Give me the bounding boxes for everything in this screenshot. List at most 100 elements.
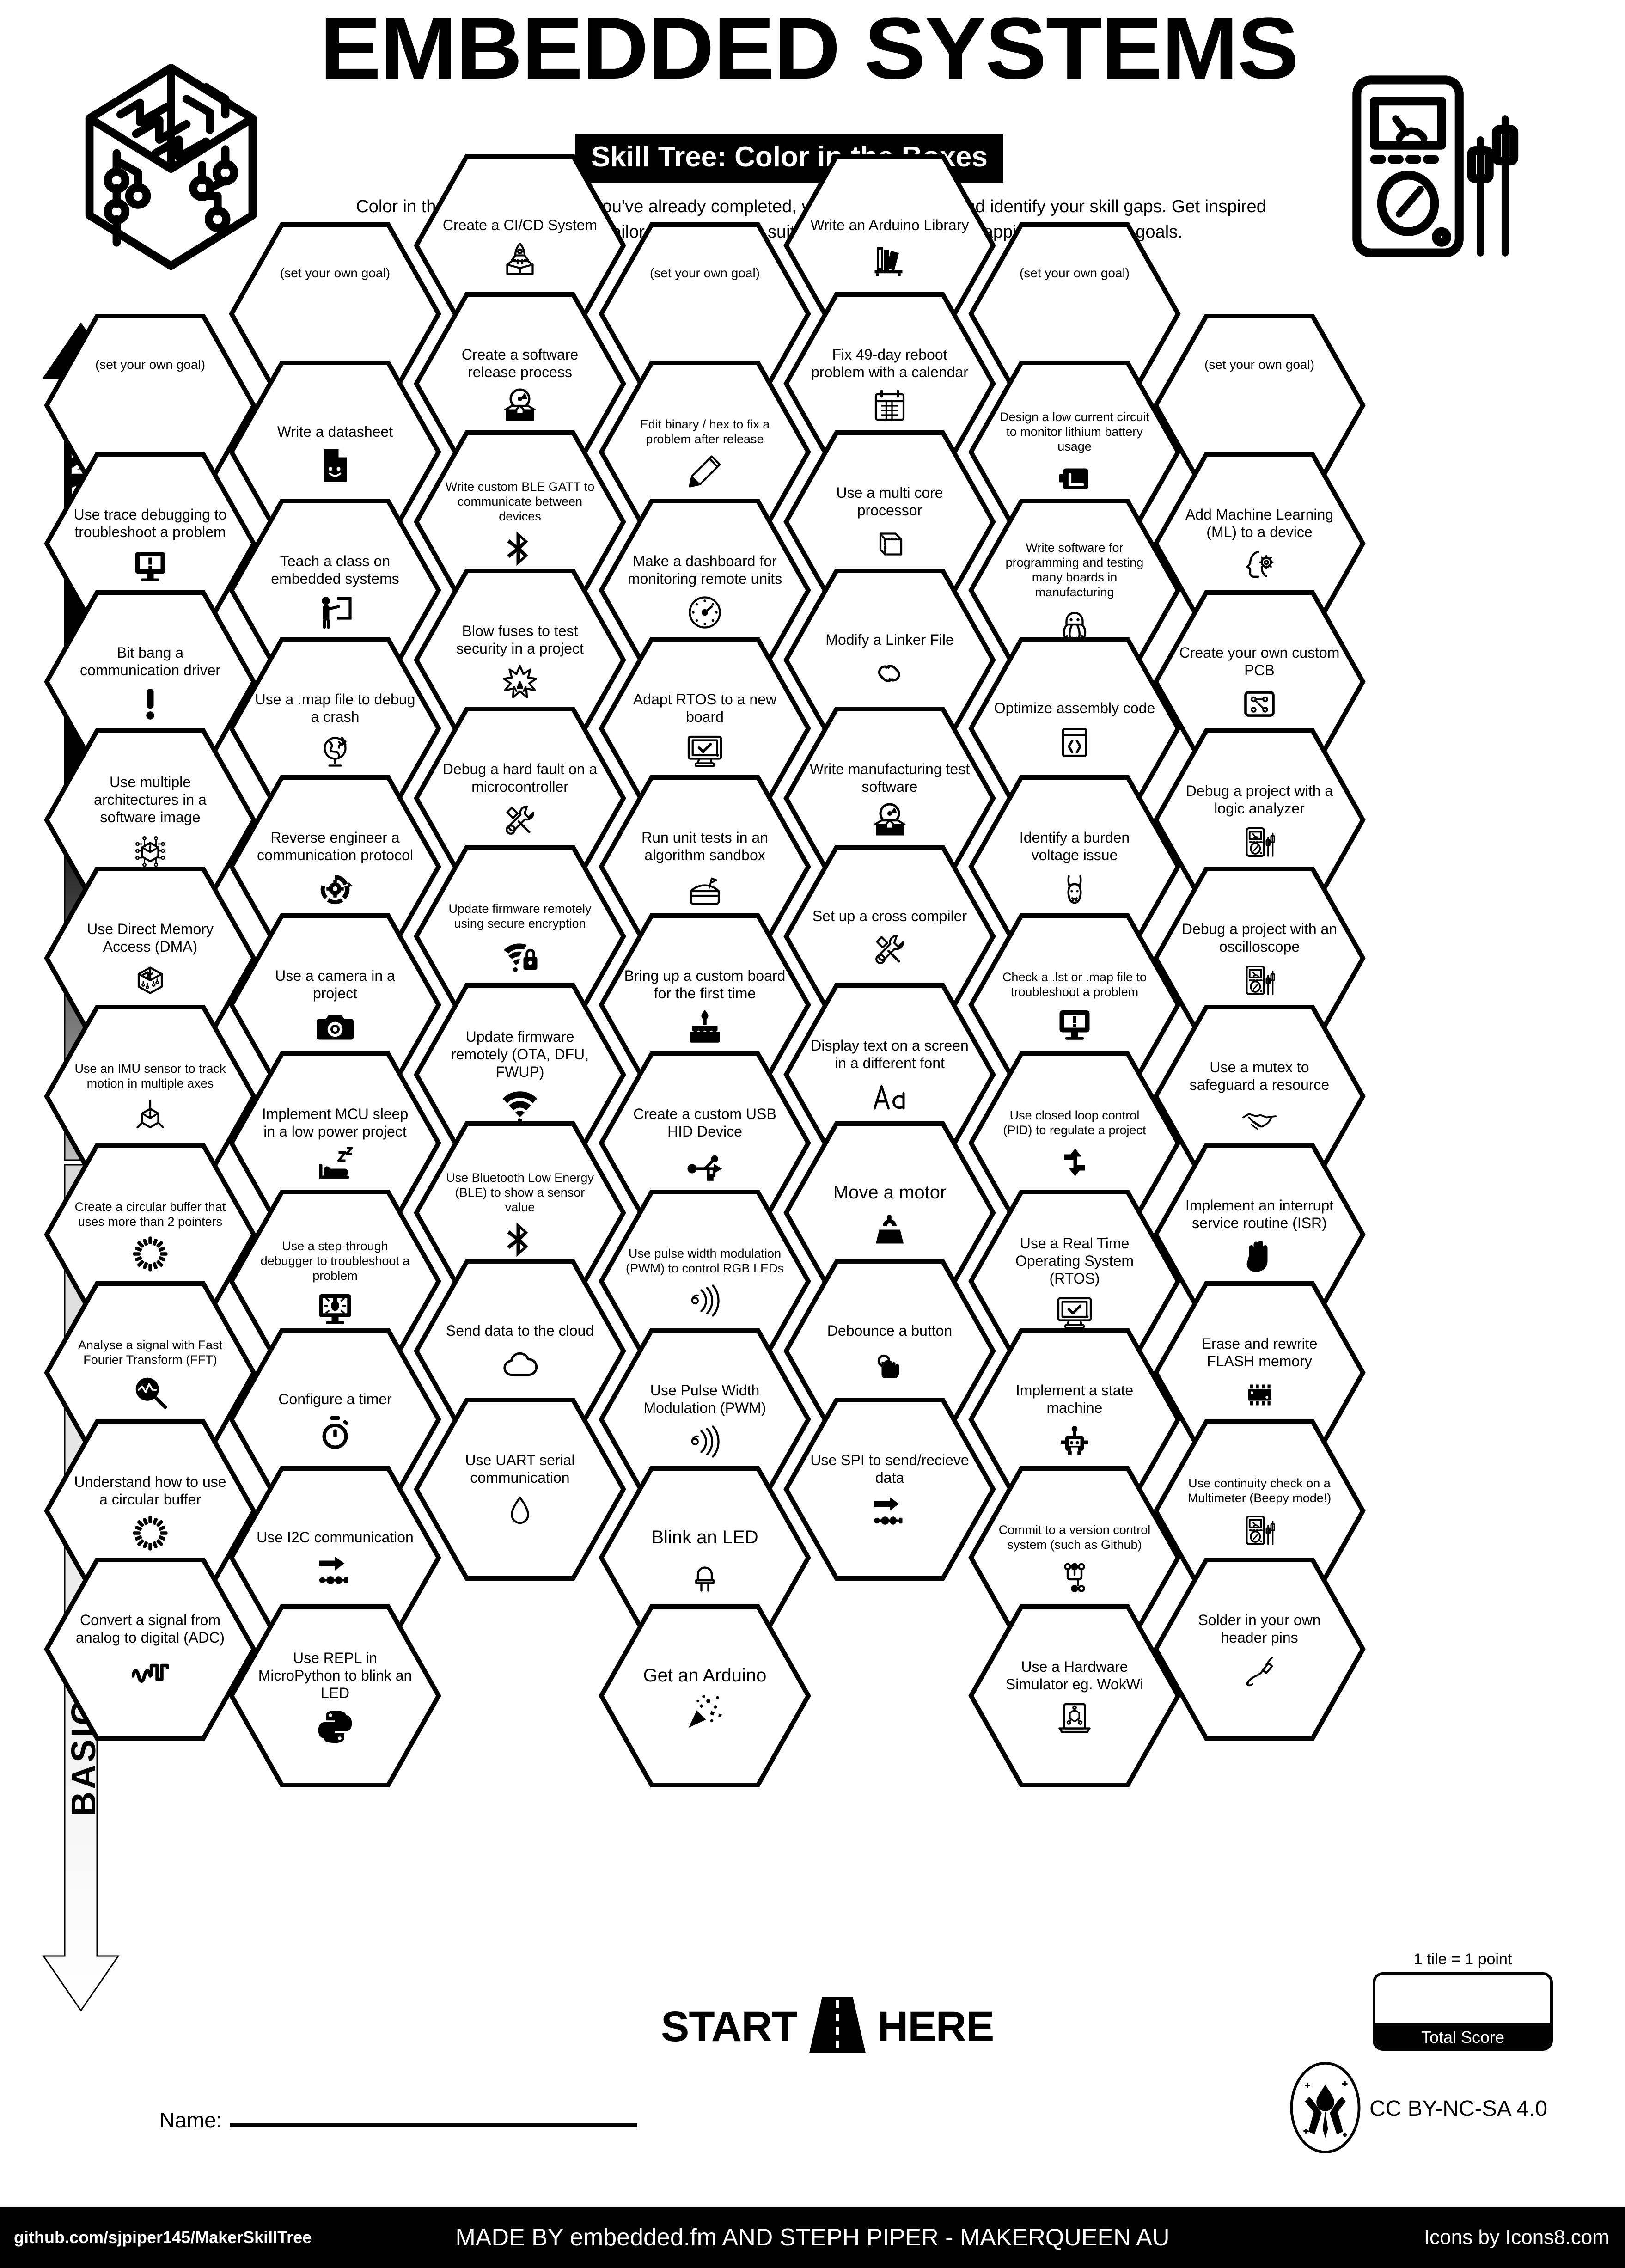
hex-tile-label: Identify a burden voltage issue	[1019, 829, 1130, 863]
skill-hex-tile[interactable]: Write software for programming and testi…	[968, 498, 1181, 682]
hex-outline	[414, 1397, 626, 1581]
skill-hex-tile[interactable]: Edit binary / hex to fix a problem after…	[599, 360, 811, 544]
skill-hex-tile[interactable]: Analyse a signal with Fast Fourier Trans…	[44, 1281, 257, 1465]
footer-icons-credit[interactable]: Icons by Icons8.com	[1423, 2226, 1609, 2249]
skill-hex-tile[interactable]: Set up a cross compiler	[783, 844, 996, 1028]
hex-tile-label: Use a camera in a project	[275, 967, 395, 1002]
skill-hex-tile[interactable]: Solder in your own header pins	[1153, 1557, 1366, 1741]
skill-hex-tile[interactable]: Add Machine Learning (ML) to a device	[1153, 452, 1366, 636]
footer-github-link[interactable]: github.com/sjpiper145/MakerSkillTree	[14, 2228, 312, 2247]
hex-tile-label: (set your own goal)	[649, 266, 760, 281]
loop-arrows-icon	[1056, 1143, 1093, 1181]
skill-hex-tile[interactable]: Debug a project with a logic analyzer	[1153, 728, 1366, 912]
skill-hex-tile[interactable]: Write a datasheet	[229, 360, 441, 544]
skill-hex-tile[interactable]: Use Bluetooth Low Energy (BLE) to show a…	[414, 1121, 626, 1305]
skill-hex-tile[interactable]: Use REPL in MicroPython to blink an LED	[229, 1604, 441, 1788]
skill-hex-tile[interactable]: Create your own custom PCB	[1153, 590, 1366, 774]
hex-tile-label: Use I2C communication	[257, 1529, 414, 1546]
skill-hex-tile[interactable]: Get an Arduino	[599, 1604, 811, 1788]
score-box[interactable]: Total Score	[1373, 1972, 1553, 2051]
score-value[interactable]	[1375, 1975, 1550, 2023]
skill-hex-tile[interactable]: Use I2C communication	[229, 1466, 441, 1650]
name-field-label: Name:	[159, 2108, 222, 2132]
skill-hex-tile[interactable]: Run unit tests in an algorithm sandbox	[599, 775, 811, 959]
skill-hex-tile[interactable]: Optimize assembly code	[968, 636, 1181, 820]
skill-hex-tile[interactable]: Erase and rewrite FLASH memory	[1153, 1281, 1366, 1465]
hex-tile-label: Implement a state machine	[1015, 1382, 1134, 1416]
skill-hex-tile[interactable]: Adapt RTOS to a new board	[599, 636, 811, 820]
explosion-icon	[501, 663, 538, 701]
pcb-icon	[1241, 685, 1278, 723]
skill-hex-tile[interactable]: Blink an LED	[599, 1466, 811, 1650]
skill-hex-tile[interactable]: Use SPI to send/recieve data	[783, 1397, 996, 1581]
code-window-icon	[1056, 723, 1093, 761]
skill-hex-tile[interactable]: Make a dashboard for monitoring remote u…	[599, 498, 811, 682]
hex-outline	[1153, 1557, 1366, 1741]
hex-tile-label: Use a .map file to debug a crash	[255, 691, 415, 725]
motor-icon	[871, 1210, 908, 1247]
page-footer: github.com/sjpiper145/MakerSkillTree MAD…	[0, 2207, 1625, 2268]
hex-tile-label: Write software for programming and testi…	[1005, 541, 1144, 599]
skill-hex-tile[interactable]: Create a circular buffer that uses more …	[44, 1143, 257, 1327]
multimeter-icon	[1336, 69, 1530, 263]
robot-icon	[1056, 1423, 1093, 1461]
hex-tile-label: Check a .lst or .map file to troubleshoo…	[1002, 970, 1147, 999]
exclamation-icon	[132, 685, 169, 723]
bluetooth-icon	[501, 1221, 538, 1259]
maker-badge-icon	[1289, 2061, 1361, 2156]
skill-hex-tile[interactable]: Create a software release process	[414, 292, 626, 476]
hex-tile-label: Blow fuses to test security in a project	[456, 623, 584, 657]
skill-hex-tile[interactable]: Implement MCU sleep in a low power proje…	[229, 1051, 441, 1235]
hex-tile-label: Solder in your own header pins	[1198, 1612, 1321, 1646]
gauge-icon	[686, 593, 723, 631]
skill-hex-tile[interactable]: Check a .lst or .map file to troubleshoo…	[968, 913, 1181, 1097]
circuit-cube-icon	[74, 60, 268, 270]
skill-hex-tile[interactable]: Use a Hardware Simulator eg. WokWi	[968, 1604, 1181, 1788]
wave-icon	[686, 1282, 723, 1320]
hex-tile-label: Use a step-through debugger to troublesh…	[260, 1239, 410, 1283]
skill-hex-tile[interactable]: Write manufacturing test software	[783, 706, 996, 890]
skill-hex-tile[interactable]: Bit bang a communication driver	[44, 590, 257, 774]
skill-hex-tile[interactable]: Convert a signal from analog to digital …	[44, 1557, 257, 1741]
hex-tile-label: Debug a hard fault on a microcontroller	[442, 761, 598, 795]
hex-tile-label: Get an Arduino	[643, 1665, 767, 1686]
skill-hex-tile[interactable]: Use a mutex to safeguard a resource	[1153, 1004, 1366, 1188]
skill-hex-tile[interactable]: Design a low current circuit to monitor …	[968, 360, 1181, 544]
hex-tile-label: (set your own goal)	[95, 357, 206, 372]
hex-tile-label: Update firmware remotely using secure en…	[448, 902, 592, 930]
cloud-icon	[501, 1345, 538, 1383]
handshake-icon	[1241, 1100, 1278, 1137]
footer-credit: MADE BY embedded.fm AND STEPH PIPER - MA…	[455, 2224, 1170, 2251]
name-field-rule[interactable]	[230, 2123, 637, 2127]
hex-tile-label: Create your own custom PCB	[1179, 644, 1340, 679]
hex-outline	[44, 1557, 257, 1741]
hex-tile-label: Use continuity check on a Multimeter (Be…	[1187, 1476, 1332, 1505]
disc-box-icon	[501, 387, 538, 425]
monitor-check-icon	[686, 732, 723, 770]
hex-tile-label: Configure a timer	[278, 1391, 392, 1408]
usb-icon	[686, 1146, 723, 1184]
skill-hex-tile[interactable]: Update firmware remotely using secure en…	[414, 844, 626, 1028]
skill-hex-tile[interactable]: Teach a class on embedded systems	[229, 498, 441, 682]
skill-hex-tile[interactable]: Use UART serial communication	[414, 1397, 626, 1581]
skill-hex-tile[interactable]: Implement an interrupt service routine (…	[1153, 1143, 1366, 1327]
skill-hex-tile[interactable]: Debounce a button	[783, 1259, 996, 1443]
total-score-widget[interactable]: 1 tile = 1 point Total Score	[1373, 1950, 1553, 2051]
hex-tile-label: Implement MCU sleep in a low power proje…	[262, 1106, 409, 1140]
hex-tile-label: Write a datasheet	[277, 423, 393, 440]
debug-bug-icon	[317, 1289, 354, 1327]
skill-hex-tile[interactable]: Use a Real Time Operating System (RTOS)	[968, 1189, 1181, 1373]
skill-hex-tile[interactable]: Use a step-through debugger to troublesh…	[229, 1189, 441, 1373]
name-field[interactable]: Name:	[159, 2108, 637, 2133]
dotted-cube-icon	[871, 525, 908, 563]
hex-tile-label: Reverse engineer a communication protoco…	[257, 829, 413, 863]
hex-tile-label: Commit to a version control system (such…	[998, 1523, 1151, 1552]
skill-hex-tile[interactable]: Move a motor	[783, 1121, 996, 1305]
skill-hex-tile[interactable]: Use a camera in a project	[229, 913, 441, 1097]
hex-tile-label: Display text on a screen in a different …	[811, 1037, 969, 1071]
hex-tile-label: Use Direct Memory Access (DMA)	[87, 921, 214, 955]
skill-hex-tile[interactable]: Send data to the cloud	[414, 1259, 626, 1443]
skill-hex-tile[interactable]: Use Direct Memory Access (DMA)	[44, 866, 257, 1050]
hex-tile-label: Use Bluetooth Low Energy (BLE) to show a…	[446, 1171, 594, 1214]
score-label: Total Score	[1375, 2023, 1550, 2048]
